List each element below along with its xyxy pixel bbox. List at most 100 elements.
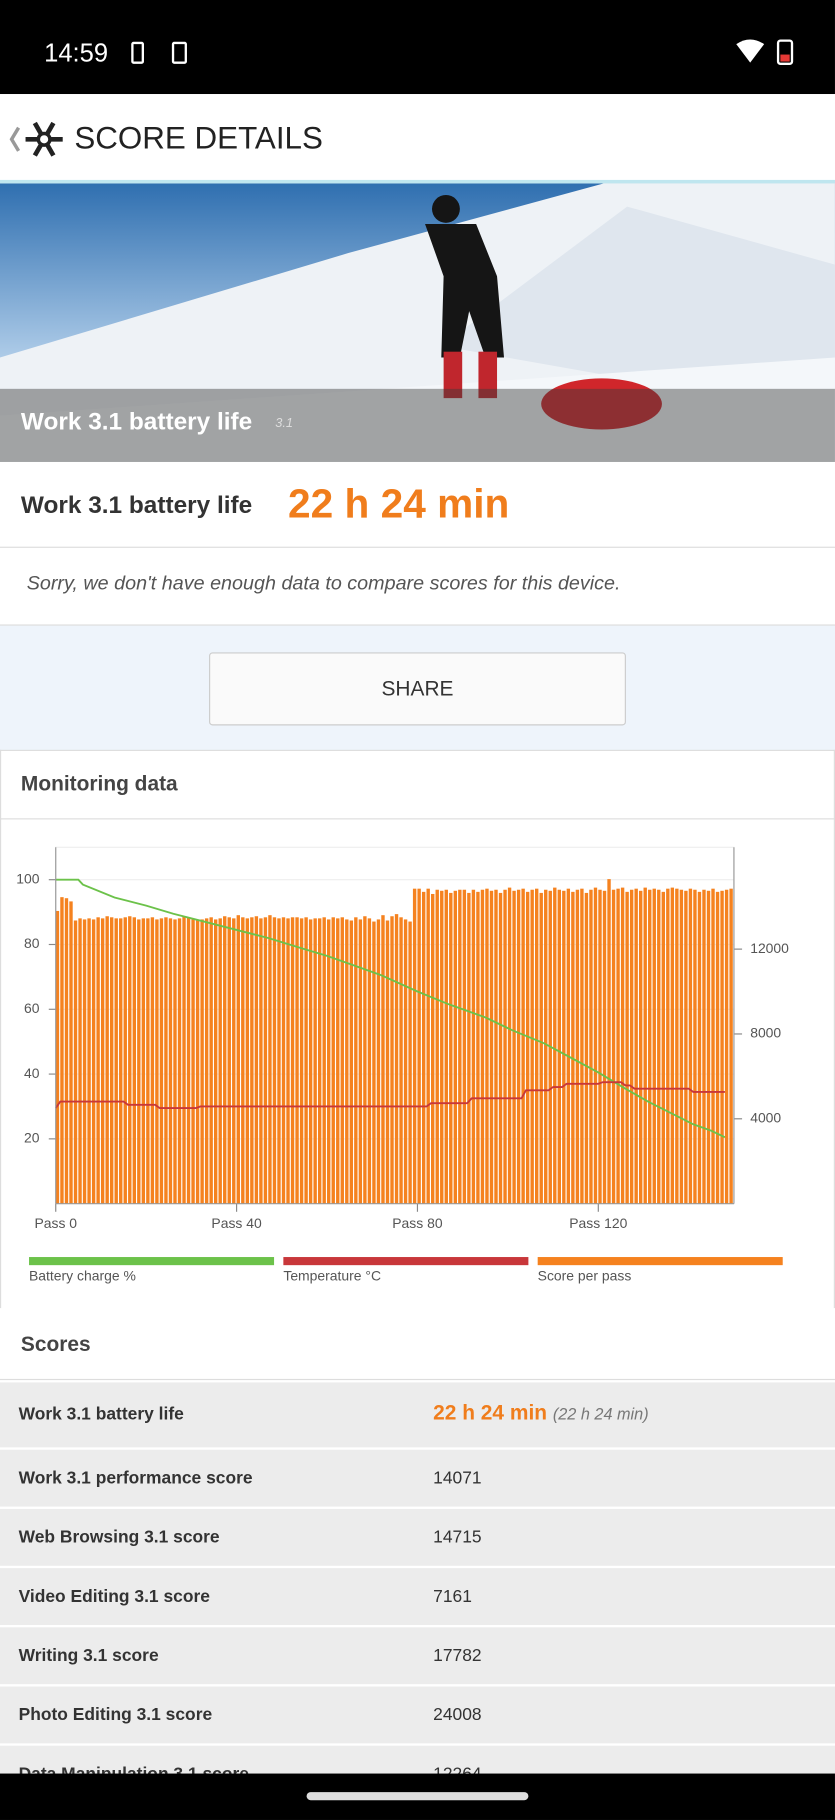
bar bbox=[277, 918, 281, 1204]
bar bbox=[421, 891, 426, 1204]
bar bbox=[331, 917, 335, 1204]
bar bbox=[403, 919, 408, 1204]
monitoring-title: Monitoring data bbox=[20, 771, 178, 796]
y-tick-label: 40 bbox=[24, 1065, 40, 1081]
bar bbox=[272, 917, 277, 1204]
bar bbox=[688, 888, 693, 1204]
bar bbox=[553, 887, 557, 1204]
bar bbox=[96, 917, 100, 1204]
hero-title: Work 3.1 battery life bbox=[20, 408, 253, 436]
bar bbox=[254, 916, 259, 1204]
bar bbox=[91, 919, 96, 1204]
bar bbox=[232, 918, 236, 1204]
bar bbox=[530, 889, 534, 1204]
score-value: 24008 bbox=[433, 1704, 482, 1725]
bar bbox=[711, 888, 715, 1204]
bar bbox=[259, 918, 263, 1204]
scores-title: Scores bbox=[20, 1332, 91, 1356]
home-indicator[interactable] bbox=[306, 1792, 529, 1801]
score-row: Photo Editing 3.1 score 24008 bbox=[0, 1686, 835, 1744]
bar bbox=[702, 889, 706, 1204]
bar bbox=[643, 887, 647, 1204]
bar bbox=[593, 887, 598, 1204]
bar bbox=[213, 919, 218, 1204]
divider bbox=[0, 546, 835, 548]
bar bbox=[516, 889, 521, 1204]
result-label: Work 3.1 battery life bbox=[20, 492, 253, 519]
bar bbox=[575, 889, 580, 1204]
bar bbox=[489, 890, 494, 1204]
bar bbox=[661, 891, 665, 1204]
score-label: Work 3.1 battery life bbox=[18, 1404, 184, 1425]
bar bbox=[462, 889, 467, 1204]
x-tick-label: Pass 120 bbox=[569, 1215, 627, 1231]
bar bbox=[128, 916, 132, 1204]
score-row: Video Editing 3.1 score 7161 bbox=[0, 1568, 835, 1625]
bar bbox=[675, 888, 679, 1204]
bar bbox=[146, 918, 150, 1204]
bar bbox=[223, 916, 227, 1204]
score-value: 14715 bbox=[433, 1526, 482, 1547]
bar bbox=[87, 918, 91, 1204]
bar bbox=[109, 917, 114, 1204]
hero-image bbox=[0, 183, 835, 462]
bar bbox=[64, 898, 69, 1204]
bar bbox=[82, 919, 87, 1204]
bar bbox=[589, 889, 593, 1204]
bar bbox=[236, 915, 240, 1204]
bar bbox=[616, 888, 620, 1204]
monitoring-card bbox=[0, 749, 835, 1309]
bar bbox=[78, 918, 82, 1204]
bar bbox=[322, 917, 326, 1204]
y-tick-label: 100 bbox=[16, 870, 39, 886]
bar bbox=[308, 919, 313, 1204]
x-tick-label: Pass 0 bbox=[34, 1215, 77, 1231]
bar bbox=[693, 889, 697, 1204]
status-bar bbox=[0, 0, 835, 95]
bar bbox=[55, 910, 60, 1204]
bar bbox=[498, 892, 503, 1204]
bar bbox=[512, 890, 516, 1204]
bar bbox=[299, 918, 304, 1204]
legend-swatch bbox=[29, 1257, 275, 1266]
bar bbox=[684, 890, 688, 1204]
score-row: Web Browsing 3.1 score 14715 bbox=[0, 1508, 835, 1566]
note: Sorry, we don't have enough data to comp… bbox=[26, 572, 621, 595]
score-value: 7161 bbox=[433, 1586, 472, 1606]
bar bbox=[611, 889, 616, 1204]
bar bbox=[195, 920, 200, 1204]
bar bbox=[281, 917, 286, 1204]
bar bbox=[385, 920, 390, 1204]
bar bbox=[535, 888, 539, 1204]
share-button[interactable]: SHARE bbox=[209, 652, 626, 726]
bar bbox=[720, 890, 724, 1204]
bar bbox=[100, 918, 105, 1204]
bar bbox=[598, 889, 602, 1204]
bar bbox=[521, 888, 525, 1204]
line bbox=[54, 1081, 725, 1110]
bar bbox=[209, 917, 213, 1204]
y2-tick-label: 4000 bbox=[750, 1109, 781, 1125]
bar bbox=[399, 917, 403, 1204]
bar bbox=[431, 893, 435, 1204]
bar bbox=[186, 917, 191, 1204]
score-value-wrap: 22 h 24 min (22 h 24 min) bbox=[433, 1401, 648, 1425]
y-tick-label: 20 bbox=[24, 1130, 40, 1146]
bar bbox=[503, 889, 507, 1204]
bar bbox=[652, 888, 656, 1204]
result-value: 22 h 24 min bbox=[288, 481, 510, 527]
bar bbox=[218, 918, 222, 1204]
bar bbox=[602, 890, 607, 1204]
bar bbox=[566, 888, 571, 1204]
bar bbox=[648, 889, 652, 1204]
score-row: Work 3.1 performance score 14071 bbox=[0, 1449, 835, 1507]
bar bbox=[155, 919, 159, 1204]
back-button[interactable] bbox=[5, 116, 70, 162]
legend-label: Temperature °C bbox=[283, 1267, 381, 1283]
bar bbox=[123, 917, 127, 1204]
bar bbox=[390, 916, 394, 1204]
bar bbox=[367, 918, 372, 1204]
bar bbox=[480, 889, 485, 1204]
header-title: SCORE DETAILS bbox=[74, 120, 323, 156]
bar bbox=[381, 915, 385, 1204]
